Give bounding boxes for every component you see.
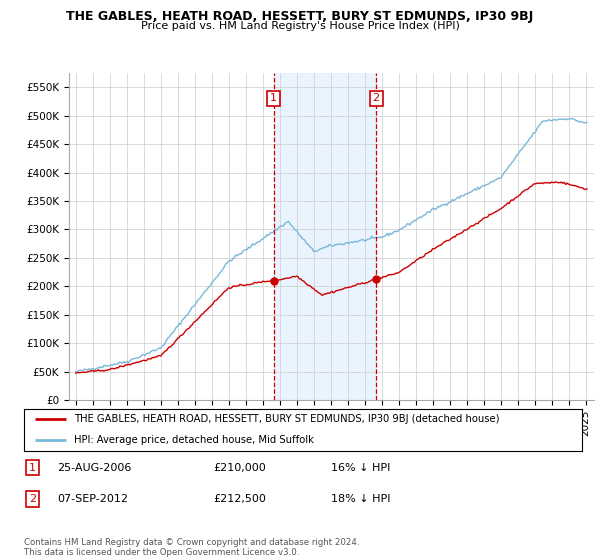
Text: Contains HM Land Registry data © Crown copyright and database right 2024.
This d: Contains HM Land Registry data © Crown c… (24, 538, 359, 557)
Text: 25-AUG-2006: 25-AUG-2006 (58, 463, 132, 473)
Text: THE GABLES, HEATH ROAD, HESSETT, BURY ST EDMUNDS, IP30 9BJ: THE GABLES, HEATH ROAD, HESSETT, BURY ST… (67, 10, 533, 23)
Text: £212,500: £212,500 (214, 494, 266, 504)
Text: 1: 1 (29, 463, 36, 473)
Text: 18% ↓ HPI: 18% ↓ HPI (331, 494, 391, 504)
Text: 1: 1 (270, 94, 277, 104)
Text: 16% ↓ HPI: 16% ↓ HPI (331, 463, 390, 473)
Text: 2: 2 (29, 494, 36, 504)
Text: Price paid vs. HM Land Registry's House Price Index (HPI): Price paid vs. HM Land Registry's House … (140, 21, 460, 31)
Text: £210,000: £210,000 (214, 463, 266, 473)
Text: 07-SEP-2012: 07-SEP-2012 (58, 494, 128, 504)
Bar (274, 73, 376, 400)
Text: THE GABLES, HEATH ROAD, HESSETT, BURY ST EDMUNDS, IP30 9BJ (detached house): THE GABLES, HEATH ROAD, HESSETT, BURY ST… (74, 414, 500, 424)
Text: HPI: Average price, detached house, Mid Suffolk: HPI: Average price, detached house, Mid … (74, 435, 314, 445)
Text: 2: 2 (373, 94, 380, 104)
